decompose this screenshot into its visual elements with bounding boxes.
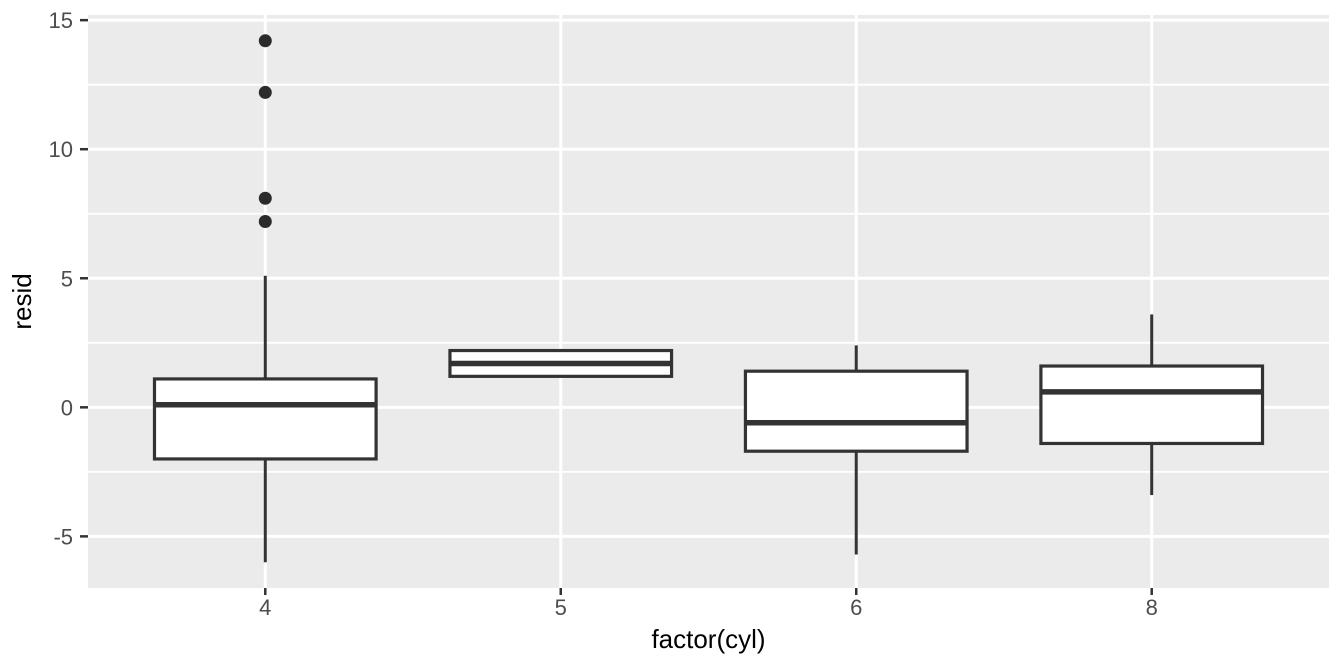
y-axis-title: resid (7, 273, 37, 329)
outlier-point (258, 191, 272, 205)
y-tick-label: 10 (49, 137, 73, 162)
outlier-point (258, 85, 272, 99)
x-tick-label: 6 (850, 595, 862, 620)
box (743, 369, 969, 453)
y-tick-label: 5 (61, 266, 73, 291)
x-tick-label: 4 (259, 595, 271, 620)
data-layer (152, 34, 1265, 563)
panel-layer (88, 15, 1329, 588)
y-tick-label: 15 (49, 8, 73, 33)
box (152, 377, 378, 461)
panel-background (88, 15, 1329, 588)
boxplot-cyl-6 (743, 345, 969, 555)
outlier-point (258, 34, 272, 48)
y-tick-label: -5 (53, 524, 73, 549)
x-axis-title: factor(cyl) (651, 624, 765, 654)
axis-layer: -5 0 5 10 15 4 5 6 8 (49, 8, 1158, 620)
outlier-point (258, 214, 272, 228)
boxplot-cyl-4 (152, 34, 378, 563)
boxplot-cyl-8 (1039, 314, 1265, 496)
boxplot-cyl-5 (448, 348, 674, 378)
x-tick-label: 8 (1146, 595, 1158, 620)
y-tick-label: 0 (61, 395, 73, 420)
box (1039, 364, 1265, 446)
x-tick-label: 5 (555, 595, 567, 620)
